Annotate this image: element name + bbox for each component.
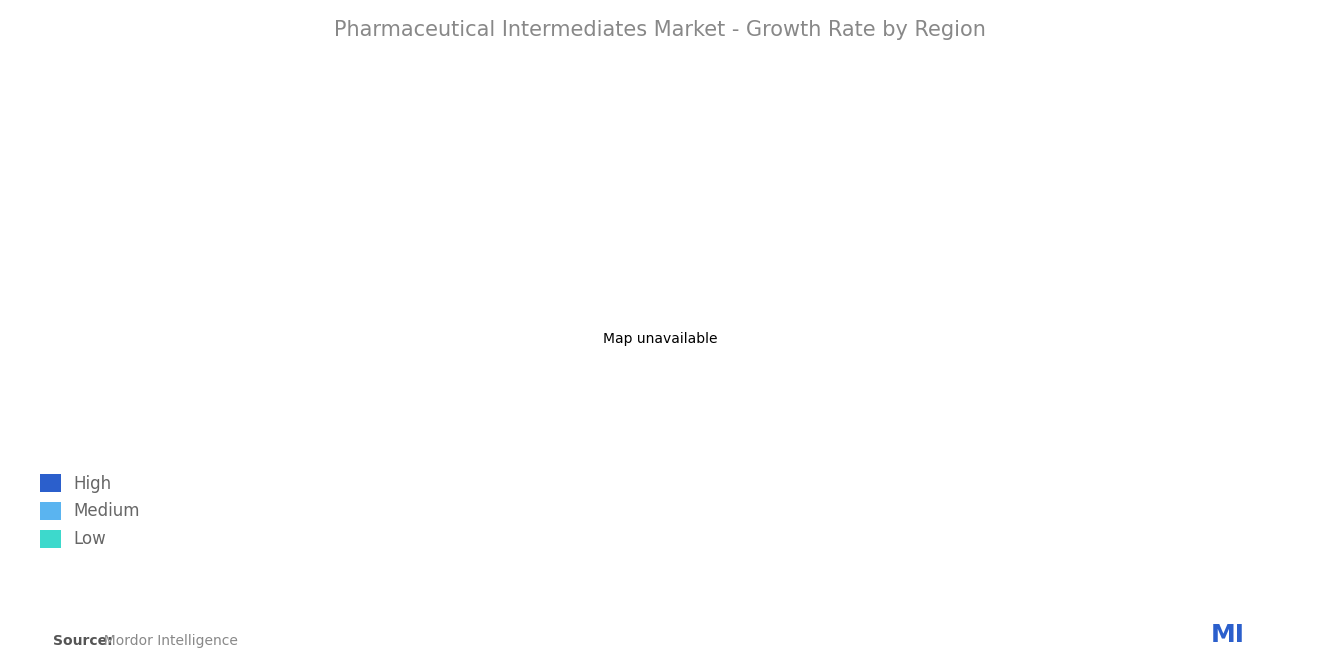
Text: Source:: Source: [53, 634, 112, 648]
Text: Map unavailable: Map unavailable [603, 332, 717, 346]
Legend: High, Medium, Low: High, Medium, Low [34, 469, 145, 553]
Text: MI: MI [1210, 623, 1245, 647]
Text: Mordor Intelligence: Mordor Intelligence [95, 634, 238, 648]
Text: Pharmaceutical Intermediates Market - Growth Rate by Region: Pharmaceutical Intermediates Market - Gr… [334, 20, 986, 40]
